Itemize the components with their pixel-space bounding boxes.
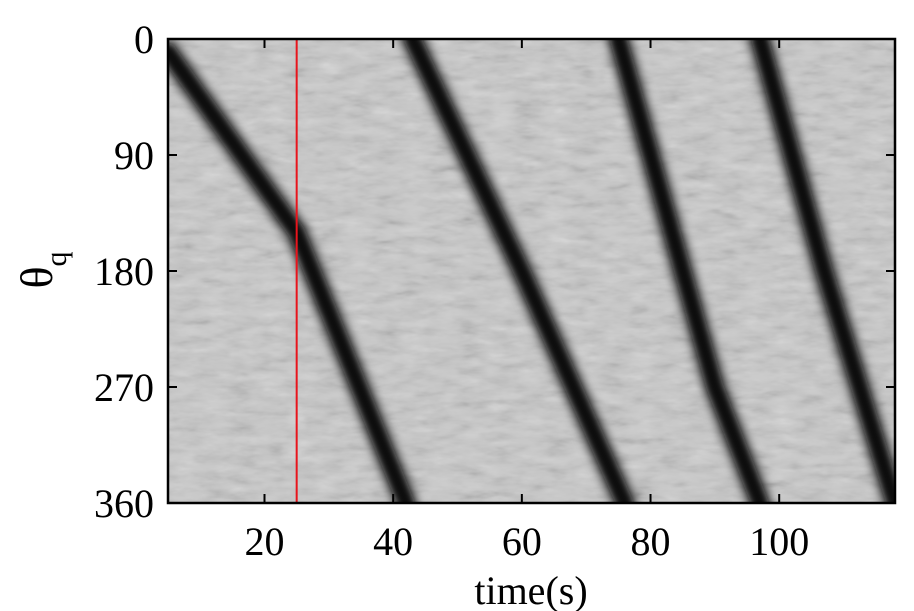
band-3 <box>609 39 769 503</box>
x-tick-label-20: 20 <box>245 519 285 564</box>
dark-bands <box>168 39 895 503</box>
x-axis-ticks: 20 40 60 80 100 <box>245 39 809 564</box>
x-tick-label-40: 40 <box>373 519 413 564</box>
y-axis-label: θq <box>11 251 73 288</box>
y-axis-ticks: 0 90 180 270 360 <box>94 17 895 526</box>
y-tick-label-180: 180 <box>94 249 154 294</box>
x-axis-label: time(s) <box>474 568 587 611</box>
x-tick-label-100: 100 <box>749 519 809 564</box>
plot-area <box>168 39 895 503</box>
x-tick-label-80: 80 <box>631 519 671 564</box>
y-axis-label-main: θ <box>11 266 62 288</box>
y-tick-label-0: 0 <box>134 17 154 62</box>
band-4 <box>751 39 895 503</box>
y-axis-label-subscript: q <box>40 251 73 266</box>
y-tick-label-360: 360 <box>94 481 154 526</box>
x-tick-label-60: 60 <box>502 519 542 564</box>
band-2 <box>404 39 634 503</box>
y-tick-label-90: 90 <box>114 133 154 178</box>
y-tick-label-270: 270 <box>94 365 154 410</box>
